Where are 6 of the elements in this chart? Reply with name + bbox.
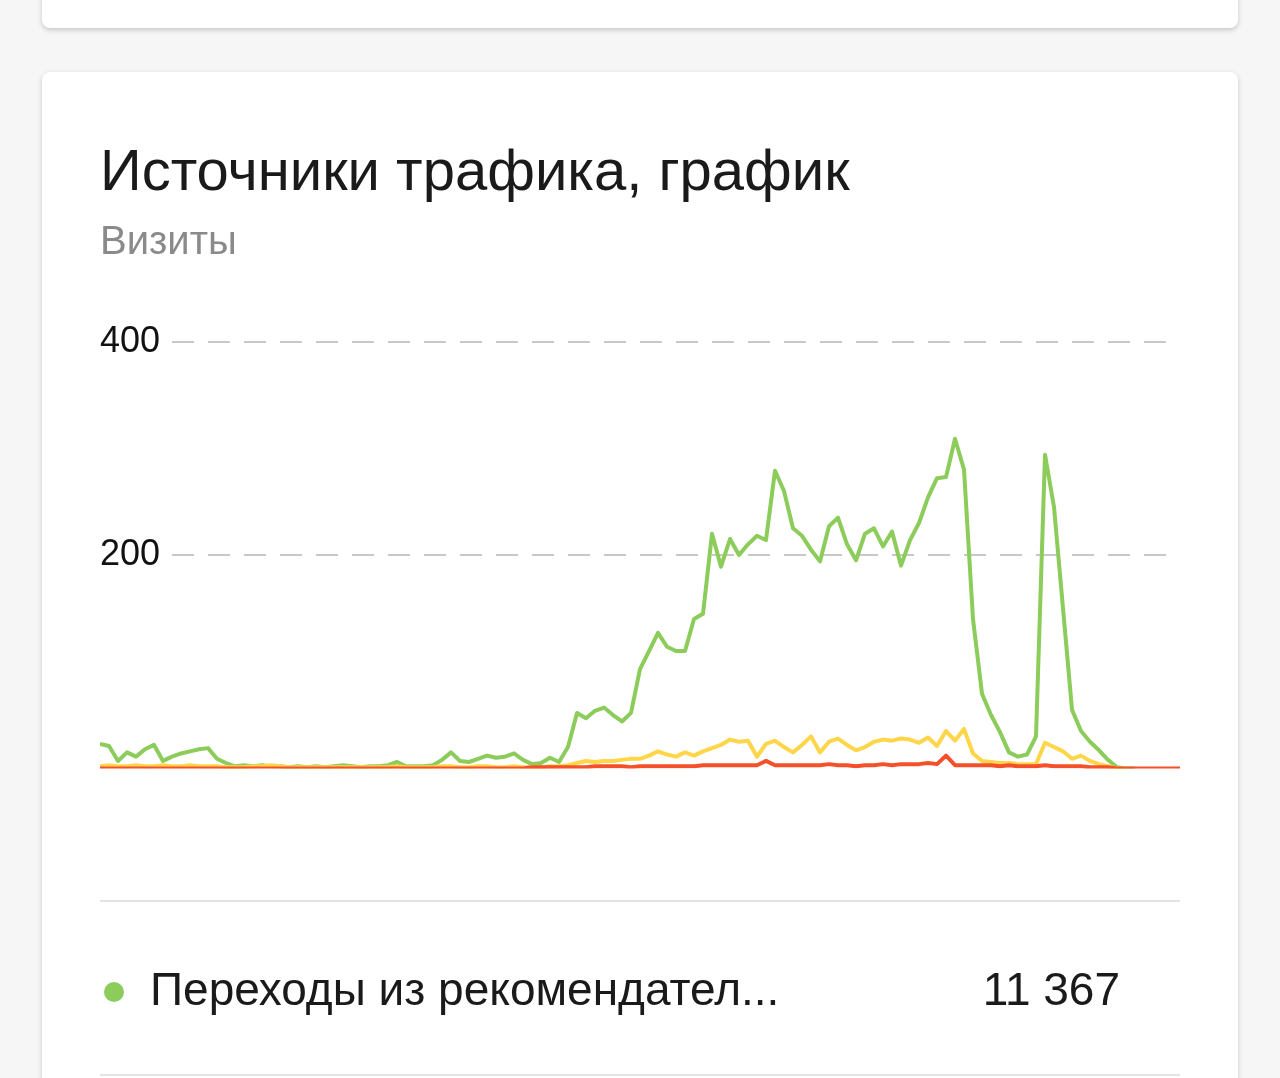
y-tick-label: 200	[100, 531, 161, 573]
legend-label: Переходы из рекомендател...	[150, 962, 780, 1016]
y-tick-label: 400	[100, 318, 161, 360]
chart-subtitle: Визиты	[100, 218, 237, 263]
text: 11 367	[982, 962, 1120, 1016]
chart-title: Источники трафика, график	[100, 136, 850, 203]
